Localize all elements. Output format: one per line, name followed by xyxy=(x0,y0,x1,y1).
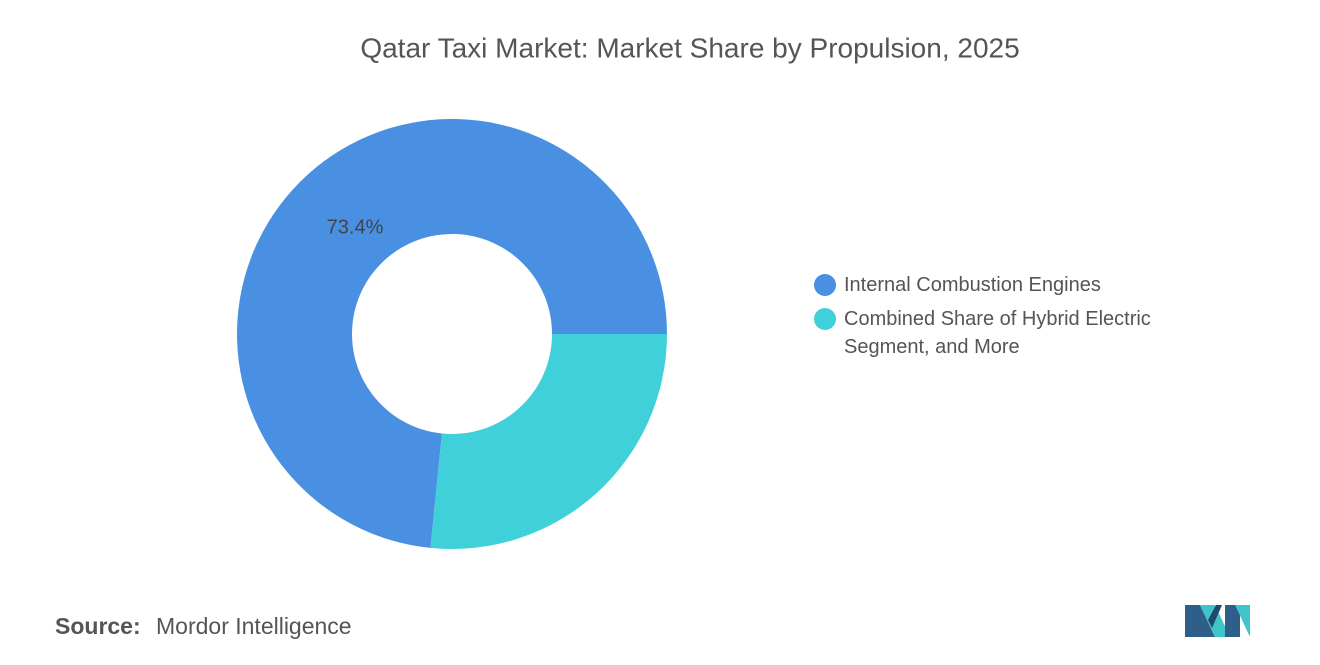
legend-item: Combined Share of Hybrid Electric Segmen… xyxy=(814,305,1214,361)
legend-item: Internal Combustion Engines xyxy=(814,271,1214,299)
legend-label: Internal Combustion Engines xyxy=(844,274,1101,296)
legend-label: Combined Share of Hybrid Electric Segmen… xyxy=(844,308,1151,358)
source: Mordor Intelligence xyxy=(156,613,352,639)
legend: Internal Combustion Engines Combined Shar… xyxy=(814,271,1214,367)
legend-swatch xyxy=(814,308,836,330)
donut-slice xyxy=(430,334,667,550)
source-label: Source: xyxy=(55,613,141,639)
legend-swatch xyxy=(814,274,836,296)
donut-slice xyxy=(237,119,667,548)
chart-title: Qatar Taxi Market: Market Share by Propu… xyxy=(360,32,1019,63)
logo xyxy=(1185,605,1250,637)
data-label: 73.4% xyxy=(327,216,384,238)
